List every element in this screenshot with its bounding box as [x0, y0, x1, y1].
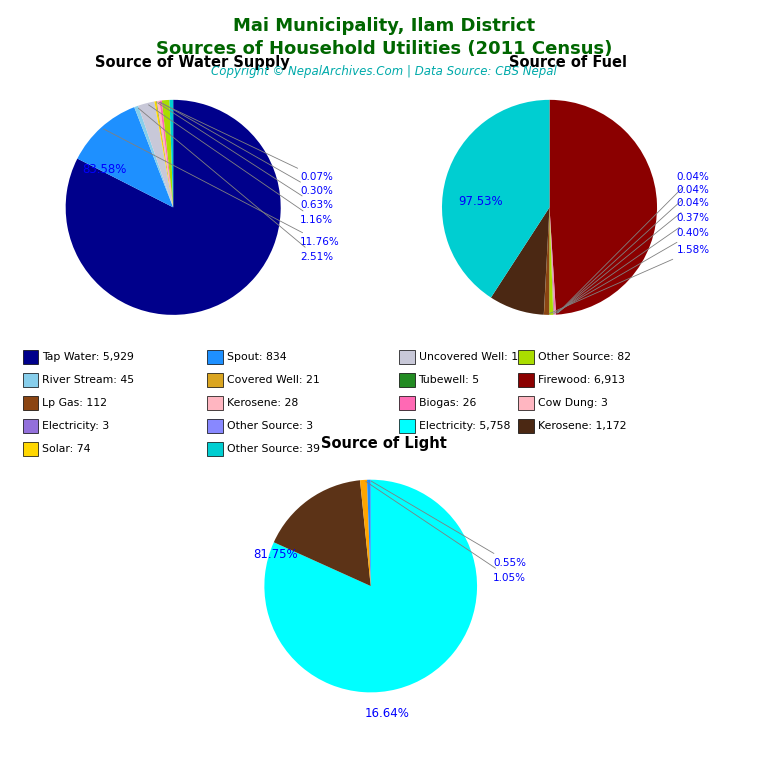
Text: Uncovered Well: 178: Uncovered Well: 178	[419, 352, 531, 362]
Wedge shape	[66, 100, 280, 315]
Text: Covered Well: 21: Covered Well: 21	[227, 375, 319, 386]
Text: Firewood: 6,913: Firewood: 6,913	[538, 375, 624, 386]
Title: Source of Water Supply: Source of Water Supply	[94, 55, 290, 71]
Text: Other Source: 3: Other Source: 3	[227, 421, 313, 432]
Wedge shape	[549, 100, 657, 315]
Title: Source of Light: Source of Light	[321, 435, 447, 451]
Wedge shape	[544, 207, 550, 315]
Wedge shape	[78, 108, 173, 207]
Wedge shape	[549, 207, 553, 315]
Text: Cow Dung: 3: Cow Dung: 3	[538, 398, 607, 409]
Text: Copyright © NepalArchives.Com | Data Source: CBS Nepal: Copyright © NepalArchives.Com | Data Sou…	[211, 65, 557, 78]
Wedge shape	[162, 100, 173, 207]
Wedge shape	[550, 207, 556, 315]
Title: Source of Fuel: Source of Fuel	[509, 55, 627, 71]
Text: River Stream: 45: River Stream: 45	[42, 375, 134, 386]
Text: 97.53%: 97.53%	[458, 196, 503, 208]
Text: 0.37%: 0.37%	[556, 213, 710, 313]
Text: 0.04%: 0.04%	[558, 172, 710, 313]
Text: 0.07%: 0.07%	[159, 102, 333, 182]
Wedge shape	[170, 100, 173, 207]
Text: Kerosene: 28: Kerosene: 28	[227, 398, 298, 409]
Wedge shape	[134, 106, 173, 207]
Text: Tubewell: 5: Tubewell: 5	[419, 375, 480, 386]
Wedge shape	[491, 207, 550, 315]
Text: 81.75%: 81.75%	[253, 548, 298, 561]
Wedge shape	[360, 480, 371, 586]
Text: Electricity: 3: Electricity: 3	[42, 421, 110, 432]
Text: Spout: 834: Spout: 834	[227, 352, 286, 362]
Text: 0.04%: 0.04%	[558, 198, 710, 313]
Wedge shape	[367, 480, 371, 586]
Text: Solar: 74: Solar: 74	[42, 444, 91, 455]
Wedge shape	[160, 101, 173, 207]
Text: Sources of Household Utilities (2011 Census): Sources of Household Utilities (2011 Cen…	[156, 40, 612, 58]
Text: Mai Municipality, Ilam District: Mai Municipality, Ilam District	[233, 17, 535, 35]
Text: 0.63%: 0.63%	[157, 103, 333, 210]
Text: 0.55%: 0.55%	[371, 481, 526, 568]
Wedge shape	[550, 207, 556, 315]
Text: Lp Gas: 112: Lp Gas: 112	[42, 398, 108, 409]
Text: 0.40%: 0.40%	[554, 228, 710, 313]
Text: Other Source: 82: Other Source: 82	[538, 352, 631, 362]
Text: Biogas: 26: Biogas: 26	[419, 398, 476, 409]
Text: Electricity: 5,758: Electricity: 5,758	[419, 421, 510, 432]
Wedge shape	[442, 100, 550, 297]
Wedge shape	[264, 480, 477, 693]
Wedge shape	[550, 207, 554, 315]
Text: 1.16%: 1.16%	[148, 105, 333, 225]
Wedge shape	[274, 480, 371, 586]
Text: 2.51%: 2.51%	[138, 108, 333, 262]
Text: 11.76%: 11.76%	[104, 129, 339, 247]
Wedge shape	[154, 101, 173, 207]
Text: 1.58%: 1.58%	[549, 245, 710, 313]
Wedge shape	[157, 101, 173, 207]
Text: 1.05%: 1.05%	[366, 482, 526, 583]
Text: 83.58%: 83.58%	[81, 164, 126, 176]
Text: Other Source: 39: Other Source: 39	[227, 444, 319, 455]
Wedge shape	[550, 207, 556, 315]
Text: Kerosene: 1,172: Kerosene: 1,172	[538, 421, 626, 432]
Text: Tap Water: 5,929: Tap Water: 5,929	[42, 352, 134, 362]
Wedge shape	[544, 207, 550, 315]
Text: 16.64%: 16.64%	[364, 707, 409, 720]
Text: 0.04%: 0.04%	[558, 185, 710, 313]
Text: 0.30%: 0.30%	[161, 102, 333, 197]
Wedge shape	[138, 101, 173, 207]
Wedge shape	[157, 101, 173, 207]
